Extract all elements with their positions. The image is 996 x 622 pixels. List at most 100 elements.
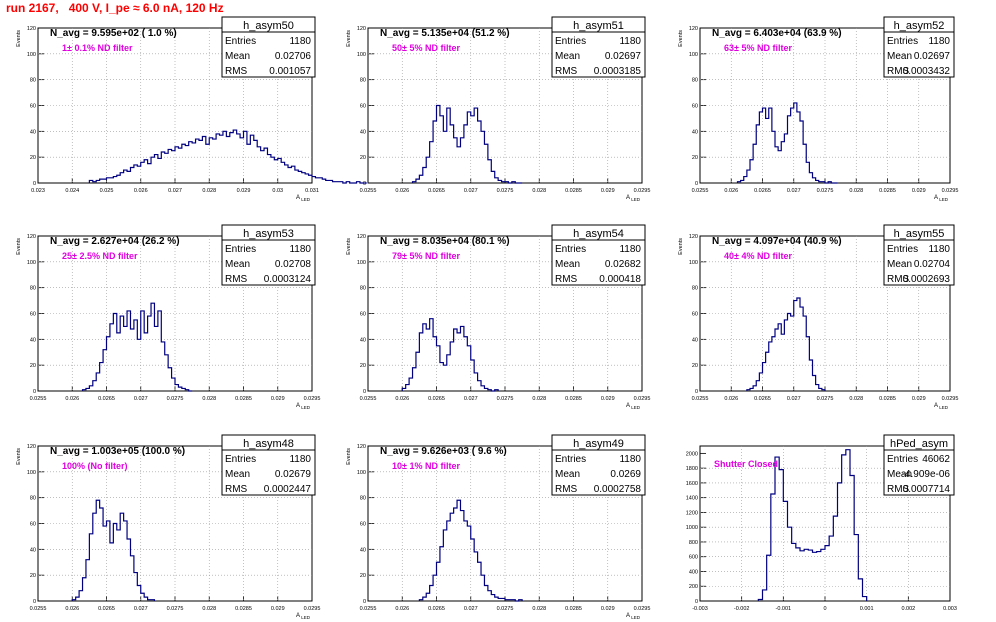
histogram-panel-h_asym48: 0.0255 0.026 0.0265 0.027 0.0275 0.028 0.0285 0…: [16, 434, 321, 620]
stats-value: 1180: [619, 454, 641, 465]
x-tick-label: 0.027: [787, 396, 801, 402]
stats-title: h_asym52: [894, 20, 945, 32]
y-tick-label: 0: [695, 389, 698, 395]
x-tick-label: 0.0265: [754, 396, 771, 402]
stats-value: 1180: [289, 454, 311, 465]
y-tick-label: 40: [360, 337, 366, 343]
navg-label: N_avg = 1.003e+05 (100.0 %): [50, 446, 185, 457]
stats-box: [551, 224, 646, 286]
x-tick-label: 0.0275: [167, 396, 184, 402]
y-tick-label: 1600: [686, 481, 698, 487]
x-tick-label: 0.03: [272, 188, 283, 194]
x-tick-label: 0.0285: [879, 188, 896, 194]
stats-title: h_asym54: [573, 228, 624, 240]
x-tick-label: 0.025: [100, 188, 114, 194]
stats-key: RMS: [887, 484, 910, 495]
stats-title: h_asym49: [573, 438, 624, 450]
y-tick-label: 100: [357, 470, 366, 476]
y-tick-label: 20: [30, 573, 36, 579]
x-tick-label: 0.026: [65, 606, 79, 612]
x-tick-label: 0.027: [464, 188, 478, 194]
x-tick-label: 0.001: [860, 606, 874, 612]
y-tick-label: 100: [689, 260, 698, 266]
x-tick-label: 0.023: [31, 188, 45, 194]
filter-label: 25± 2.5% ND filter: [62, 251, 138, 261]
x-tick-label: 0.0275: [497, 396, 514, 402]
x-tick-label: 0.0265: [428, 188, 445, 194]
stats-value: 0.02697: [605, 51, 642, 62]
y-tick-label: 80: [692, 78, 698, 84]
navg-label: N_avg = 2.627e+04 (26.2 %): [50, 236, 180, 247]
y-tick-label: 100: [689, 52, 698, 58]
stats-key: Mean: [887, 259, 912, 270]
stats-box: [883, 16, 955, 78]
navg-label: N_avg = 9.595e+02 ( 1.0 %): [50, 28, 177, 39]
x-tick-label: -0.003: [692, 606, 708, 612]
histogram-panel-h_asym49: 0.0255 0.026 0.0265 0.027 0.0275 0.028 0.0285 0…: [346, 434, 650, 620]
y-axis-label: Events: [16, 30, 22, 47]
x-tick-label: 0.027: [787, 188, 801, 194]
stats-value: -4.909e-06: [902, 469, 951, 480]
y-tick-label: 20: [30, 155, 36, 161]
filter-label: Shutter Closed: [714, 459, 778, 469]
stats-key: Entries: [225, 454, 256, 465]
histogram-line: [736, 102, 838, 184]
y-tick-label: 80: [360, 78, 366, 84]
y-tick-label: 100: [357, 52, 366, 58]
y-axis-label: Events: [678, 30, 684, 47]
stats-value: 1180: [289, 244, 311, 255]
x-tick-label: 0.0255: [360, 188, 377, 194]
x-tick-label: 0.0265: [428, 606, 445, 612]
y-tick-label: 200: [689, 584, 698, 590]
x-axis-label: A LED: [934, 403, 949, 410]
x-tick-label: 0.0285: [235, 606, 252, 612]
histogram-panel-h_asym54: 0.0255 0.026 0.0265 0.027 0.0275 0.028 0.0285 0…: [346, 224, 650, 410]
x-axis-label: A LED: [626, 195, 641, 202]
x-tick-label: 0.028: [849, 188, 863, 194]
x-tick-label: 0.0285: [565, 606, 582, 612]
x-tick-label: 0.0295: [304, 606, 321, 612]
x-tick-label: 0.028: [849, 396, 863, 402]
y-tick-label: 0: [33, 599, 36, 605]
y-tick-label: 120: [27, 234, 36, 240]
x-tick-label: 0.0295: [634, 188, 651, 194]
y-tick-label: 80: [30, 496, 36, 502]
x-tick-label: 0.031: [305, 188, 319, 194]
x-tick-label: -0.002: [734, 606, 750, 612]
stats-value: 0.0269: [610, 469, 641, 480]
stats-value: 0.02682: [605, 259, 642, 270]
y-tick-label: 800: [689, 540, 698, 546]
y-tick-label: 0: [695, 599, 698, 605]
y-tick-label: 600: [689, 555, 698, 561]
stats-key: Entries: [555, 36, 586, 47]
stats-key: Mean: [555, 51, 580, 62]
x-axis-label: A LED: [934, 195, 949, 202]
stats-value: 0.001057: [269, 66, 311, 77]
stats-key: RMS: [555, 66, 578, 77]
y-tick-label: 20: [360, 573, 366, 579]
x-tick-label: 0.026: [395, 606, 409, 612]
x-tick-label: 0.026: [724, 396, 738, 402]
y-tick-label: 60: [692, 104, 698, 110]
x-tick-label: 0.0265: [428, 396, 445, 402]
x-tick-label: 0.028: [202, 396, 216, 402]
x-tick-label: 0.027: [464, 606, 478, 612]
histogram-line: [411, 104, 523, 184]
x-tick-label: 0.029: [912, 188, 926, 194]
stats-key: Mean: [555, 469, 580, 480]
stats-key: RMS: [887, 66, 910, 77]
x-tick-label: 0.0255: [360, 606, 377, 612]
histogram-line: [757, 449, 868, 601]
x-tick-label: 0.0275: [817, 188, 834, 194]
filter-label: 10± 1% ND filter: [392, 461, 460, 471]
x-axis-label: A LED: [626, 613, 641, 620]
y-tick-label: 20: [692, 363, 698, 369]
y-tick-label: 80: [30, 78, 36, 84]
y-axis-label: Events: [346, 30, 352, 47]
stats-value: 0.0003185: [594, 66, 642, 77]
y-tick-label: 80: [692, 286, 698, 292]
stats-value: 46062: [922, 454, 950, 465]
stats-title: h_asym51: [573, 20, 624, 32]
stats-key: RMS: [225, 484, 248, 495]
stats-box: [221, 224, 316, 286]
